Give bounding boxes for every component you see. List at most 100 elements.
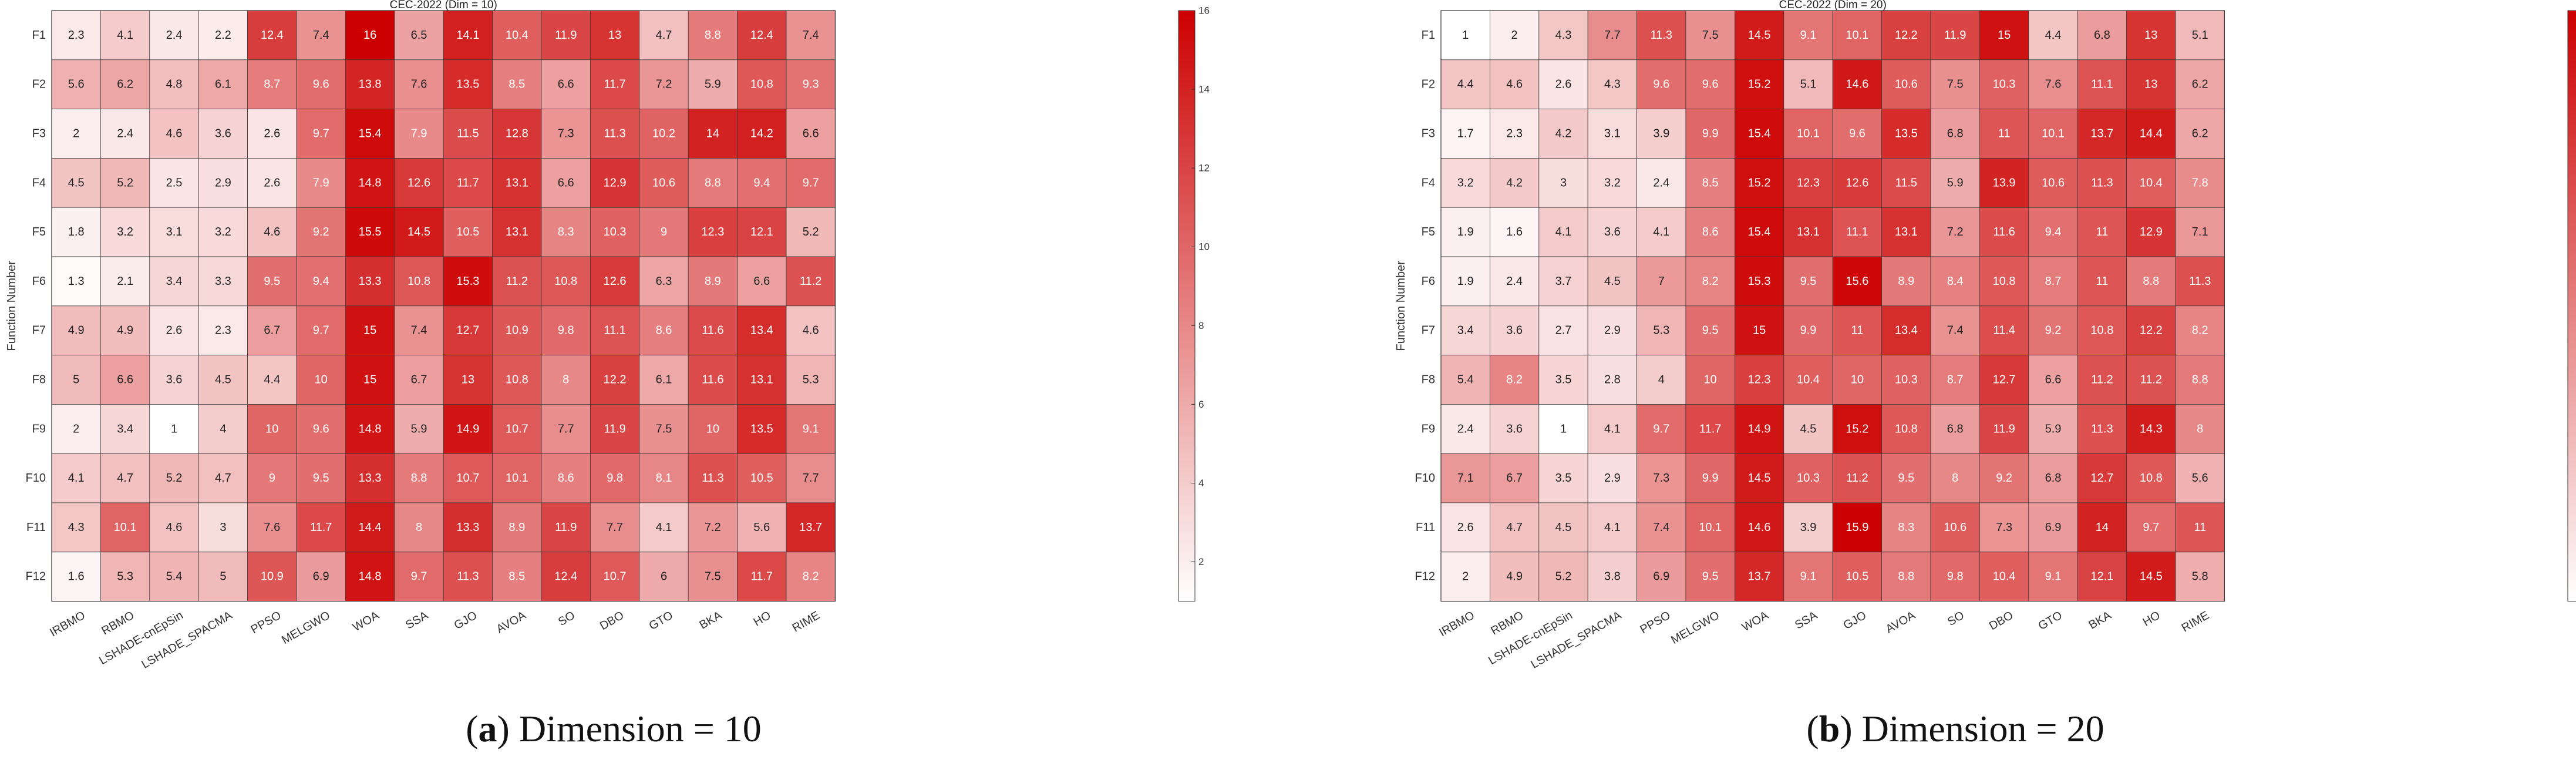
heatmap-cell: [1538, 355, 1588, 405]
heatmap-cell: [149, 305, 199, 355]
cell-label: 13.7: [799, 521, 822, 534]
heatmap-cell: [1881, 502, 1931, 553]
heatmap-cell: [1881, 59, 1931, 110]
heatmap-cell: [149, 404, 199, 454]
heatmap-cell: [1489, 109, 1540, 159]
colorbar: [2567, 10, 2576, 602]
cell-label: 3: [1560, 176, 1567, 189]
cell-label: 9.7: [411, 570, 427, 583]
cell-label: 4.3: [1604, 78, 1621, 91]
cell-label: 14.8: [359, 422, 382, 435]
cell-label: 14.6: [1846, 78, 1868, 91]
cell-label: 14.4: [359, 521, 382, 534]
cell-label: 2.4: [117, 127, 133, 140]
heatmap-cell: [590, 59, 640, 110]
cell-label: 4.4: [264, 374, 280, 386]
cell-label: 5: [73, 374, 79, 386]
heatmap-cell: [1636, 109, 1686, 159]
heatmap-cell: [1979, 207, 2029, 257]
heatmap-cell: [2126, 59, 2176, 110]
cell-label: 8: [563, 374, 569, 386]
heatmap-cell: [1783, 552, 1833, 601]
cell-label: 9.9: [1702, 127, 1719, 140]
heatmap-cell: [51, 404, 101, 454]
cell-label: 2.7: [1555, 324, 1572, 337]
heatmap-cell: [2077, 502, 2127, 553]
y-tick-label: F5: [1422, 226, 1435, 238]
cell-label: 11.3: [2189, 275, 2211, 288]
heatmap-cell: [590, 305, 640, 355]
cell-label: 11: [2096, 275, 2109, 288]
cell-label: 4.2: [1555, 127, 1572, 140]
cell-label: 7.7: [558, 422, 574, 435]
cell-label: 7.8: [2192, 176, 2208, 189]
x-tick-label: GTO: [2036, 609, 2065, 633]
heatmap-cell: [2175, 59, 2225, 110]
cell-label: 3.4: [117, 422, 133, 435]
plot-frame: [51, 10, 836, 602]
cell-label: 5.3: [1653, 324, 1669, 337]
cell-label: 10.6: [1944, 521, 1966, 534]
cell-label: 10.8: [1895, 422, 1918, 435]
heatmap-cell: [1538, 256, 1588, 307]
heatmap-cell: [639, 552, 689, 601]
cell-label: 9.2: [1996, 472, 2012, 485]
cell-label: 3.4: [166, 275, 183, 288]
cell-label: 10: [265, 422, 278, 435]
cell-label: 8.9: [705, 275, 721, 288]
heatmap-cell: [345, 59, 395, 110]
cell-label: 11.3: [2091, 422, 2113, 435]
x-tick-label: HO: [752, 609, 773, 629]
y-axis-label: Function Number: [1395, 261, 1407, 351]
heatmap-cell: [1930, 404, 1980, 454]
cell-label: 5.6: [2192, 472, 2208, 485]
y-tick-label: F12: [1415, 570, 1435, 583]
cell-label: 6.6: [558, 176, 574, 189]
cell-label: 8.3: [558, 226, 574, 238]
heatmap-cell: [1783, 109, 1833, 159]
heatmap-cell: [492, 305, 542, 355]
heatmap-cell: [247, 256, 297, 307]
x-tick-label: AVOA: [1884, 609, 1918, 636]
cell-label: 10.2: [652, 127, 675, 140]
heatmap-cell: [737, 59, 787, 110]
x-tick-label: IRBMO: [48, 609, 87, 640]
heatmap-cell: [1734, 207, 1784, 257]
cell-label: 9.2: [313, 226, 329, 238]
heatmap-cell: [492, 453, 542, 503]
heatmap-cell: [639, 207, 689, 257]
cell-label: 10.4: [2140, 176, 2163, 189]
cell-label: 14.5: [1748, 472, 1771, 485]
cell-label: 3.6: [1506, 324, 1523, 337]
cell-label: 6: [661, 570, 667, 583]
heatmap-cell: [1489, 355, 1540, 405]
cell-label: 13.7: [1748, 570, 1771, 583]
heatmap-cell: [394, 305, 444, 355]
heatmap-cell: [541, 453, 591, 503]
heatmap-cell: [639, 404, 689, 454]
heatmap-cell: [1440, 157, 1490, 208]
heatmap-cell: [1930, 552, 1980, 601]
heatmap-cell: [345, 502, 395, 553]
heatmap-cell: [51, 355, 101, 405]
heatmap-cell: [1734, 109, 1784, 159]
heatmap-cell: [198, 355, 248, 405]
heatmap-cell: [688, 256, 738, 307]
heatmap-cell: [1587, 157, 1637, 208]
cell-label: 13.1: [1797, 226, 1820, 238]
cell-label: 13.3: [359, 472, 382, 485]
heatmap-cell: [492, 355, 542, 405]
heatmap-cell: [1538, 404, 1588, 454]
heatmap-cell: [345, 404, 395, 454]
cell-label: 7.7: [803, 472, 819, 485]
colorbar-tick-label: 8: [1198, 320, 1204, 331]
heatmap-cell: [443, 157, 493, 208]
cell-label: 4.5: [1604, 275, 1621, 288]
cell-label: 7.1: [1457, 472, 1474, 485]
heatmap-cell: [2028, 207, 2078, 257]
cell-label: 5.4: [166, 570, 183, 583]
cell-label: 9.8: [1947, 570, 1964, 583]
cell-label: 4.5: [68, 176, 85, 189]
cell-label: 12.4: [750, 29, 773, 42]
heatmap-cell: [1979, 109, 2029, 159]
